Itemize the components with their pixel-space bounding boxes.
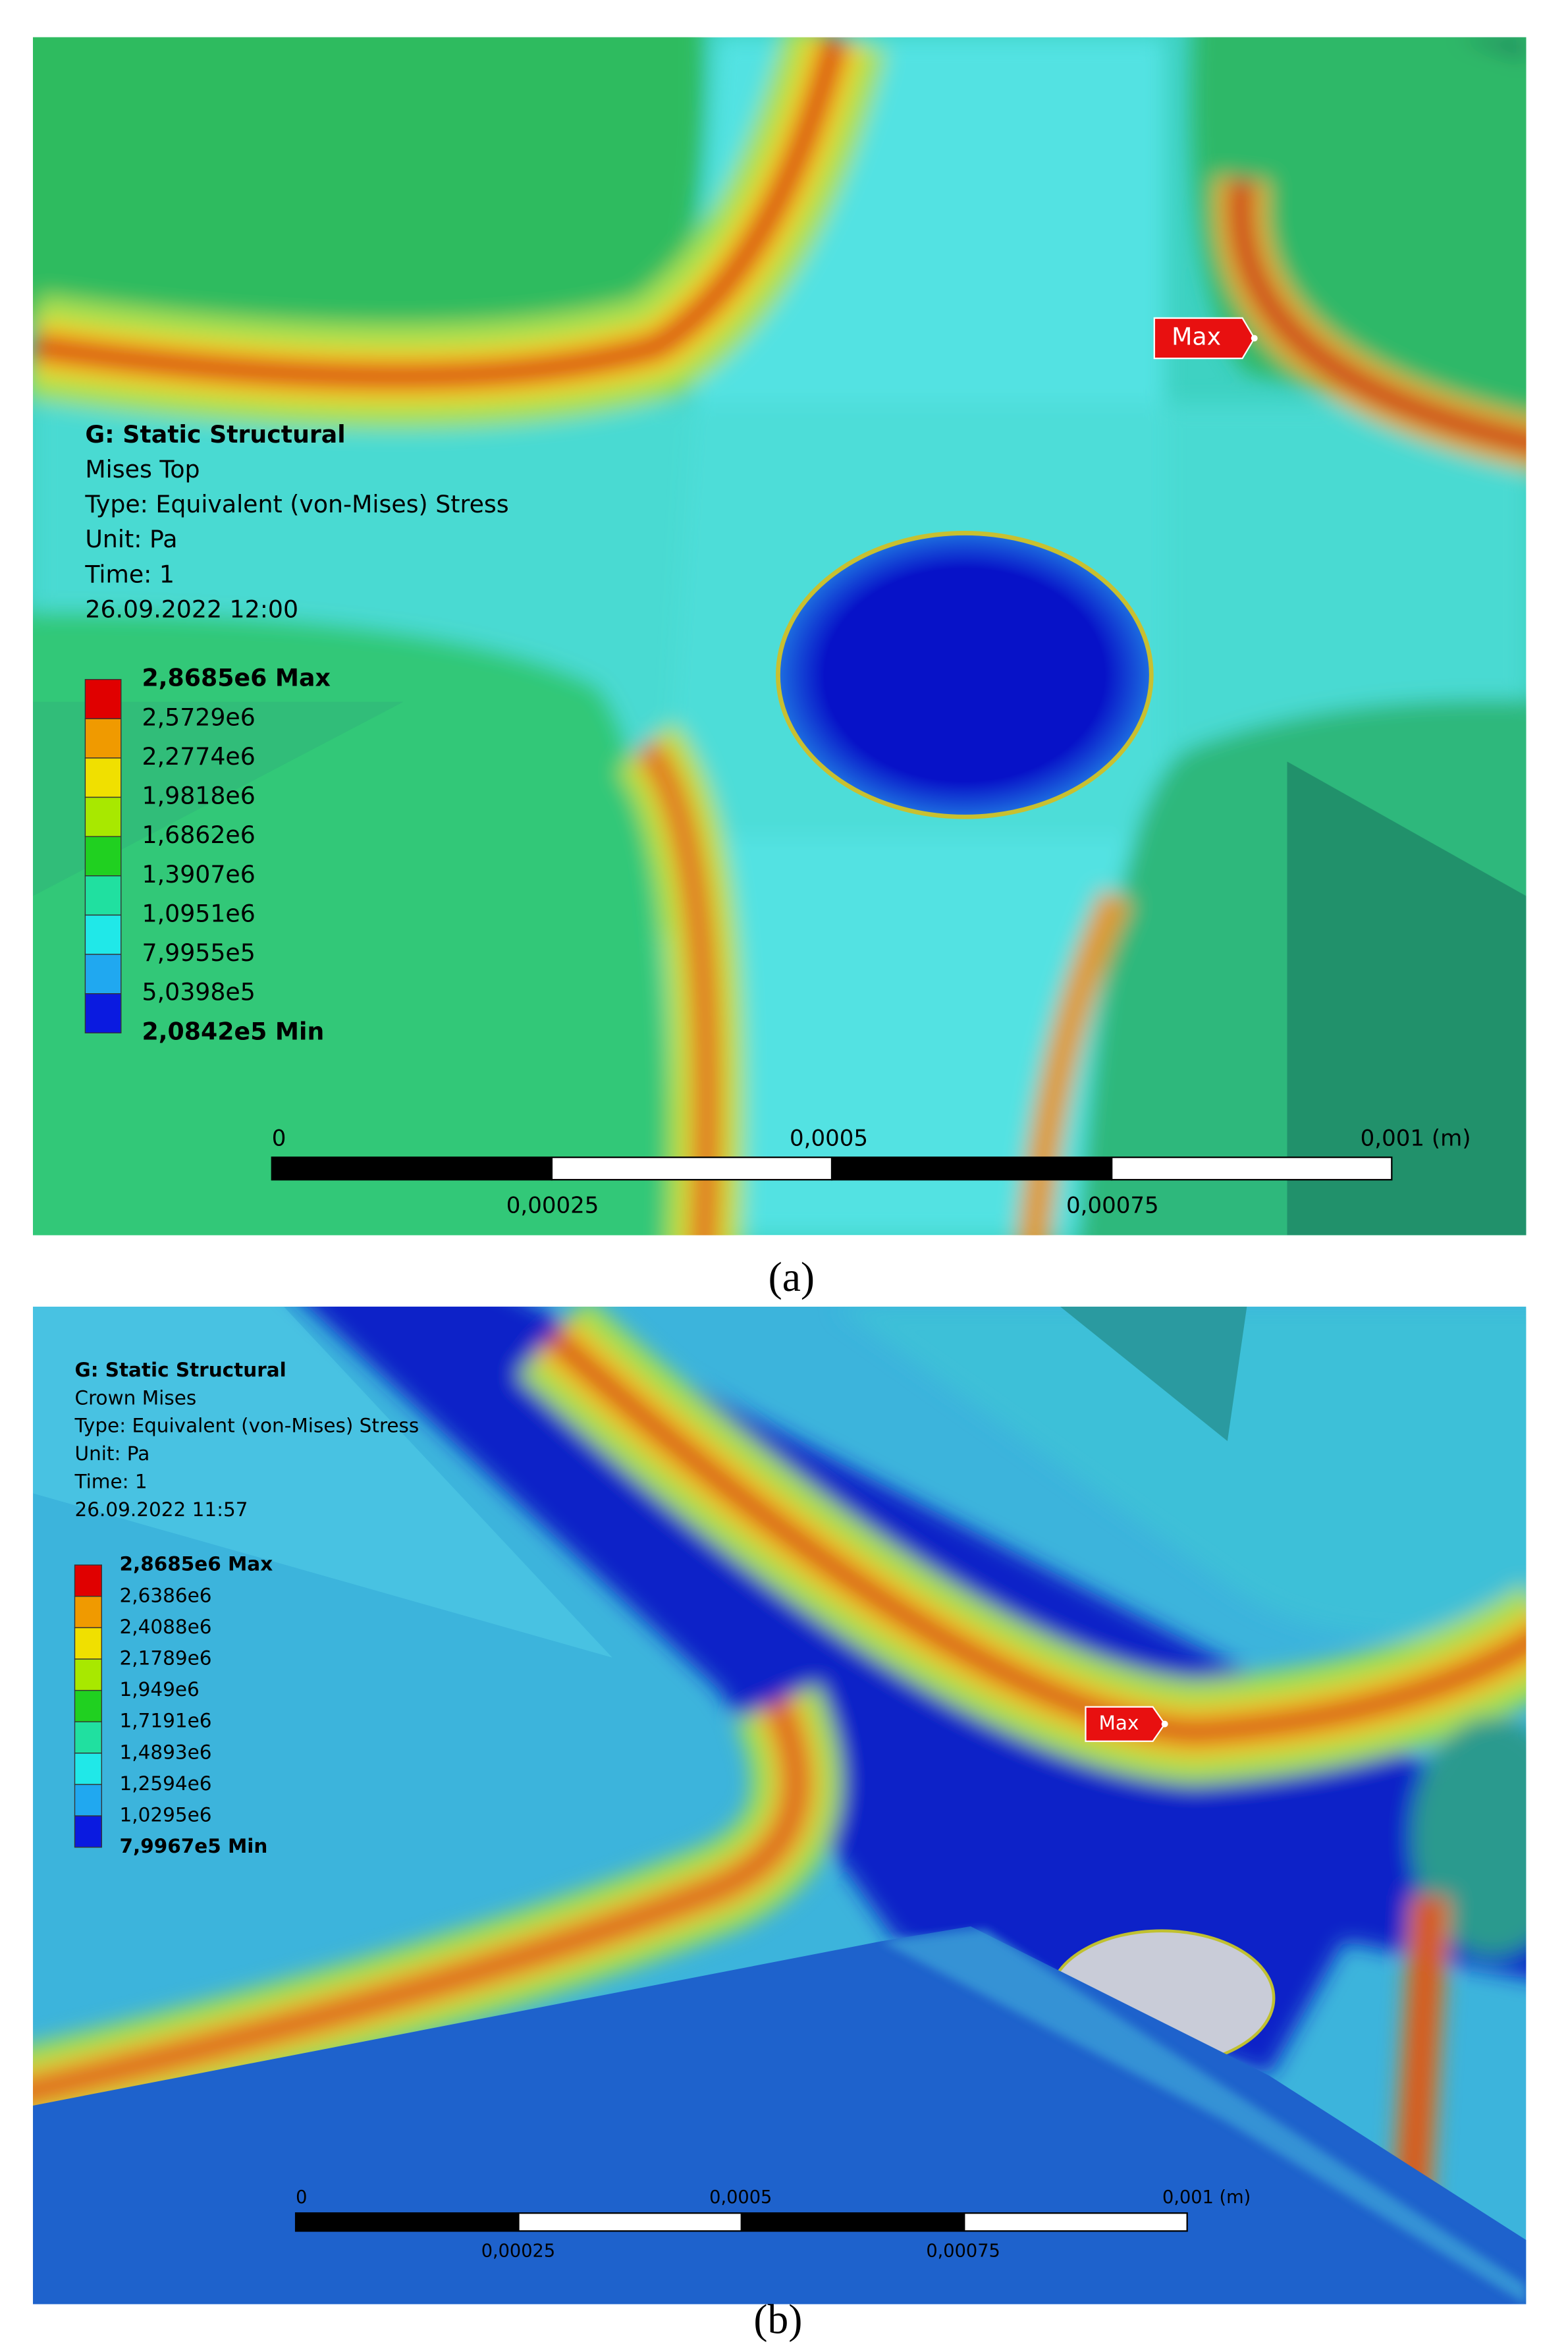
- legend-label: 1,2594e6: [120, 1772, 212, 1795]
- scale-label: 0,001 (m): [1162, 2187, 1251, 2208]
- info-line: Crown Mises: [75, 1386, 197, 1409]
- legend-label: 1,0295e6: [120, 1804, 212, 1826]
- info-title: G: Static Structural: [85, 420, 345, 449]
- legend-label: 2,0842e5 Min: [142, 1017, 325, 1045]
- legend-label: 2,8685e6 Max: [120, 1553, 273, 1575]
- scale-label: 0,0005: [709, 2187, 772, 2208]
- lower-surface: [33, 1926, 1527, 2305]
- facet: [33, 1306, 612, 1658]
- scale-segment: [740, 2212, 965, 2232]
- max-point: [1161, 1720, 1168, 1728]
- legend-swatch: [84, 836, 122, 877]
- legend-swatch: [74, 1627, 103, 1660]
- overlay: G: Static Structural Mises Top Type: Equiv…: [74, 317, 1471, 2343]
- legend-label: 7,9955e5: [142, 939, 256, 967]
- max-tag: [1153, 317, 1256, 360]
- legend-swatch: [74, 1753, 103, 1786]
- panel-overlay: G: Static Structural Mises Top Type: Equiv…: [84, 317, 1471, 1300]
- scale-label: 0,0005: [790, 1125, 868, 1151]
- panel-a-view: [33, 37, 1527, 1236]
- legend-label: 1,949e6: [120, 1678, 200, 1701]
- legend-swatch: [74, 1596, 103, 1629]
- facet: [1287, 761, 1527, 1236]
- scale-segment: [551, 1157, 833, 1181]
- info-line: Mises Top: [85, 455, 200, 483]
- scale-label: 0,00025: [481, 2241, 555, 2262]
- scale-segment: [1111, 1157, 1393, 1181]
- info-line: 26.09.2022 11:57: [75, 1498, 248, 1521]
- info-line: Type: Equivalent (von-Mises) Stress: [74, 1415, 419, 1437]
- caption: (b): [753, 2296, 802, 2343]
- facet: [33, 701, 404, 896]
- scale-segment: [271, 1157, 553, 1181]
- info-line: Time: 1: [74, 1471, 148, 1493]
- scale-label: 0: [296, 2187, 307, 2208]
- legend-swatch: [74, 1658, 103, 1691]
- legend-swatch: [84, 993, 122, 1034]
- legend-label: 1,3907e6: [142, 860, 256, 888]
- legend-swatch: [84, 875, 122, 916]
- legend-swatch: [74, 1689, 103, 1722]
- legend-swatch: [74, 1784, 103, 1816]
- hole: [776, 531, 1154, 819]
- scale-label: 0: [272, 1125, 286, 1151]
- scale-segment: [963, 2212, 1188, 2232]
- scale-label: 0,00075: [926, 2241, 1000, 2262]
- legend-label: 1,6862e6: [142, 821, 256, 849]
- legend-swatch: [84, 914, 122, 955]
- scale-segment: [518, 2212, 743, 2232]
- legend-label: 7,9967e5 Min: [120, 1835, 268, 1857]
- facet: [1060, 1306, 1247, 1441]
- legend-label: 1,0951e6: [142, 899, 256, 927]
- max-tag: [1085, 1706, 1166, 1742]
- info-title: G: Static Structural: [75, 1359, 286, 1381]
- legend-swatch: [84, 954, 122, 995]
- legend-label: 2,5729e6: [142, 703, 256, 731]
- scale-segment: [294, 2212, 520, 2232]
- legend-label: 1,7191e6: [120, 1710, 212, 1732]
- info-line: Type: Equivalent (von-Mises) Stress: [84, 490, 508, 518]
- legend-label: 1,4893e6: [120, 1741, 212, 1763]
- scale-label: 0,001 (m): [1361, 1125, 1471, 1151]
- scale-label: 0,00075: [1066, 1193, 1159, 1219]
- legend-label: 1,9818e6: [142, 782, 256, 810]
- info-line: Unit: Pa: [75, 1442, 150, 1465]
- caption: (a): [769, 1253, 815, 1300]
- legend-swatch: [74, 1815, 103, 1848]
- legend-label: 2,6386e6: [120, 1584, 212, 1606]
- panel-b-view: [33, 1306, 1527, 2305]
- legend-swatch: [84, 796, 122, 837]
- legend-label: 2,1789e6: [120, 1647, 212, 1670]
- info-line: Unit: Pa: [85, 525, 177, 553]
- max-point: [1251, 335, 1258, 342]
- legend-label: 2,4088e6: [120, 1616, 212, 1638]
- legend-swatch: [84, 757, 122, 798]
- scale-label: 0,00025: [506, 1193, 599, 1219]
- legend-swatch: [74, 1564, 103, 1597]
- legend-label: 2,2774e6: [142, 742, 256, 771]
- info-line: Time: 1: [84, 560, 175, 588]
- max-tag-label: Max: [1172, 323, 1221, 351]
- panel-overlay: G: Static Structural Crown Mises Type: Equ…: [74, 1359, 1251, 2343]
- legend-swatch: [84, 678, 122, 719]
- legend-label: 2,8685e6 Max: [142, 664, 331, 692]
- legend-label: 5,0398e5: [142, 978, 256, 1006]
- legend-swatch: [74, 1721, 103, 1754]
- info-line: 26.09.2022 12:00: [85, 595, 298, 623]
- legend-swatch: [84, 718, 122, 759]
- max-tag-label: Max: [1099, 1712, 1139, 1734]
- stress-field: [33, 1306, 1527, 2305]
- facet: [880, 1929, 1527, 2305]
- scale-segment: [830, 1157, 1113, 1181]
